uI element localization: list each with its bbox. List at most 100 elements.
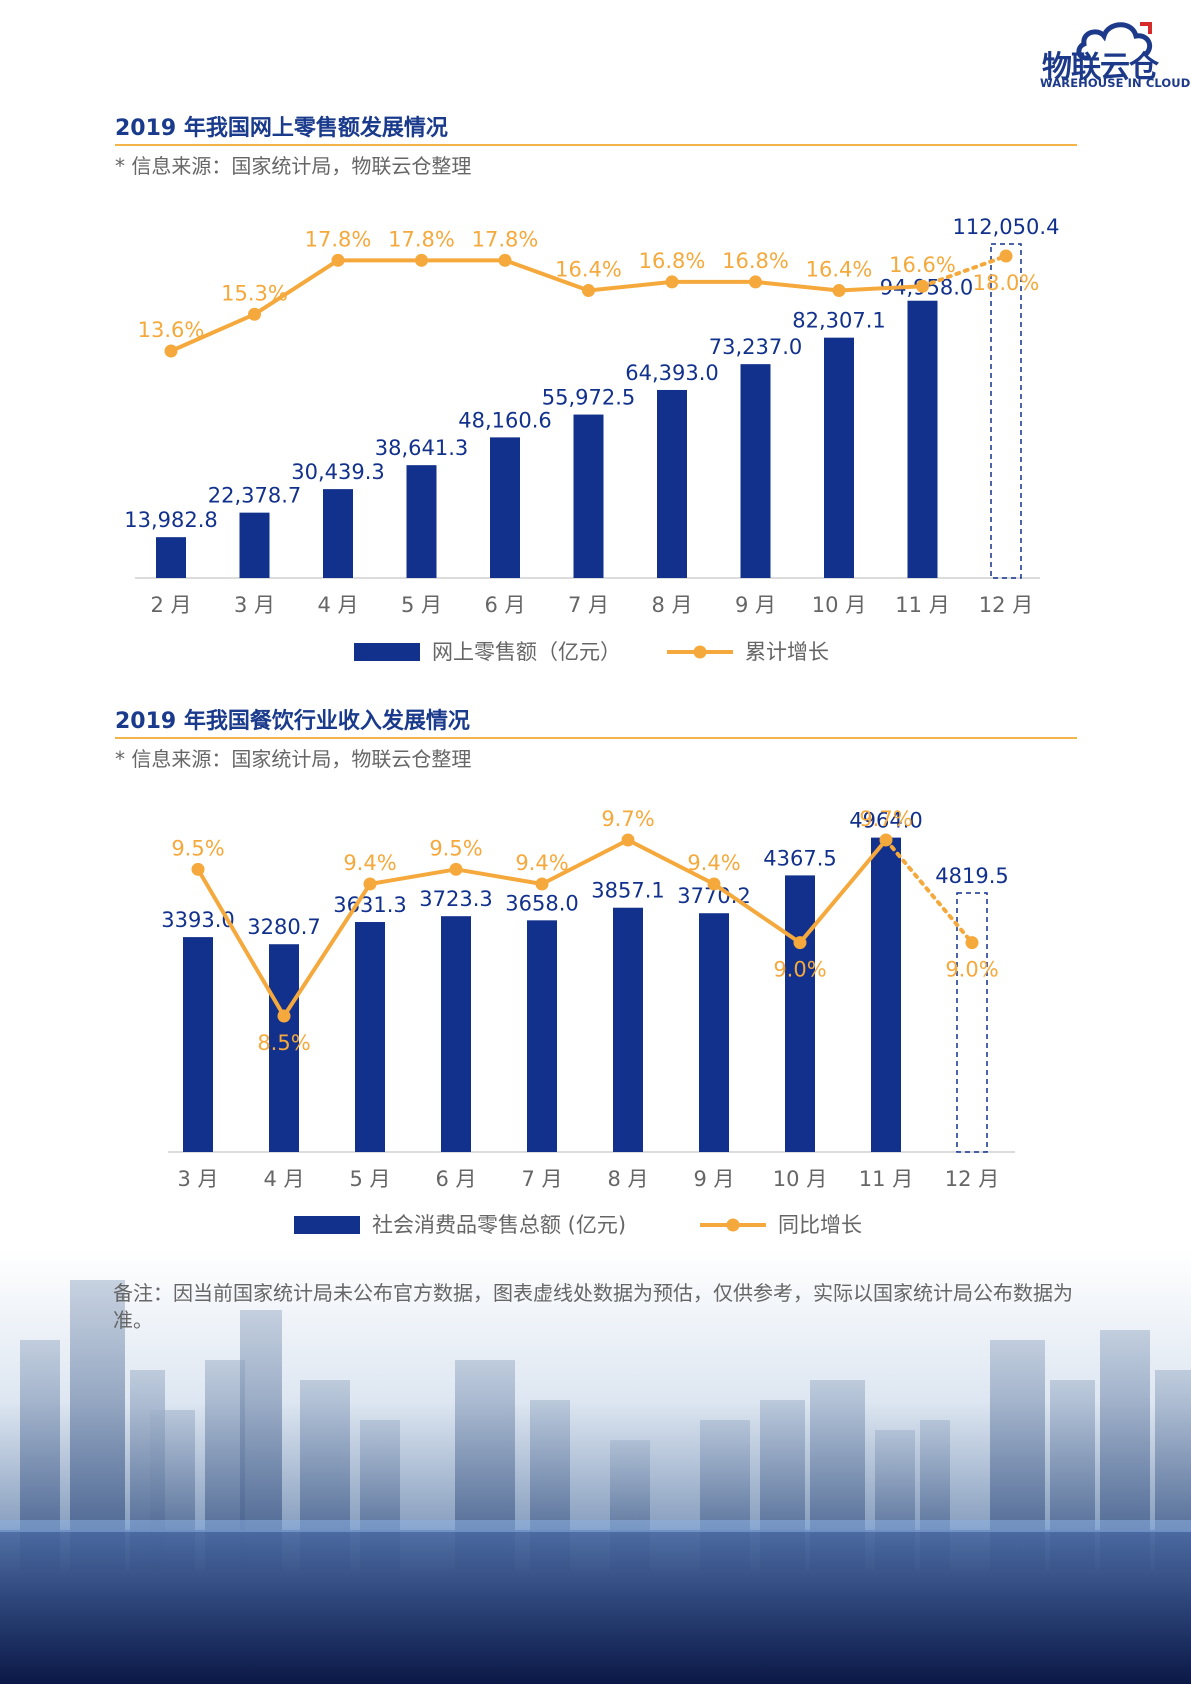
growth-value-label: 9.0%: [945, 958, 998, 982]
chart1-title-rule: [115, 144, 1077, 146]
legend-line-marker: [726, 1218, 740, 1232]
bar-value-label: 3631.3: [333, 893, 406, 917]
x-tick-label: 3 月: [177, 1167, 218, 1191]
bar: [323, 489, 353, 578]
growth-value-label: 16.6%: [889, 253, 956, 277]
x-tick-label: 10 月: [773, 1167, 827, 1191]
x-tick-label: 3 月: [234, 593, 275, 617]
growth-value-label: 17.8%: [305, 227, 372, 251]
bar: [183, 937, 213, 1152]
legend-bar-label: 网上零售额（亿元）: [432, 640, 621, 664]
bar: [657, 389, 687, 578]
x-tick-label: 8 月: [607, 1167, 648, 1191]
growth-value-label: 9.7%: [601, 807, 654, 831]
growth-value-label: 17.8%: [388, 227, 455, 251]
growth-value-label: 16.8%: [639, 249, 706, 273]
chart1-title: 2019 年我国网上零售额发展情况: [115, 116, 448, 141]
x-tick-label: 9 月: [735, 593, 776, 617]
growth-point: [363, 877, 377, 891]
growth-point: [879, 833, 893, 847]
growth-value-label: 13.6%: [138, 318, 205, 342]
growth-value-label: 16.4%: [555, 258, 622, 282]
bar-estimated: [990, 243, 1022, 579]
bar: [355, 922, 385, 1152]
growth-point: [277, 1009, 291, 1023]
growth-value-label: 16.4%: [806, 258, 873, 282]
bar: [740, 364, 771, 578]
city-skyline-background: [0, 1250, 1191, 1684]
legend-line-label: 累计增长: [745, 640, 829, 664]
chart2-title: 2019 年我国餐饮行业收入发展情况: [115, 709, 470, 734]
growth-point: [749, 275, 762, 289]
bar-value-label: 73,237.0: [709, 335, 803, 359]
bar: [785, 875, 815, 1152]
bar: [441, 916, 471, 1152]
growth-point: [535, 877, 549, 891]
bar-value-label: 38,641.3: [375, 436, 469, 460]
legend-bar-swatch: [354, 643, 420, 661]
x-tick-label: 4 月: [263, 1167, 304, 1191]
growth-value-label: 17.8%: [472, 227, 539, 251]
growth-point: [191, 862, 205, 876]
growth-value-label: 9.4%: [343, 851, 396, 875]
bar-value-label: 3658.0: [505, 891, 578, 915]
bar-value-label: 4367.5: [763, 846, 836, 870]
bar-value-label: 55,972.5: [542, 386, 636, 410]
growth-value-label: 9.4%: [687, 851, 740, 875]
growth-point: [164, 344, 178, 358]
x-tick-label: 9 月: [693, 1167, 734, 1191]
growth-point: [832, 284, 846, 298]
growth-value-label: 9.5%: [171, 836, 224, 860]
bar: [907, 300, 938, 578]
growth-value-label: 9.4%: [515, 851, 568, 875]
growth-point: [331, 253, 345, 267]
bar: [156, 537, 186, 578]
bar-value-label: 30,439.3: [291, 460, 385, 484]
growth-value-label: 16.8%: [722, 249, 789, 273]
x-tick-label: 12 月: [945, 1167, 999, 1191]
x-tick-label: 7 月: [521, 1167, 562, 1191]
bar-value-label: 82,307.1: [792, 309, 886, 333]
legend-bar-swatch: [294, 1216, 360, 1234]
x-tick-label: 10 月: [812, 593, 866, 617]
growth-line-estimated: [884, 838, 974, 945]
chart1-online-retail: 13,982.8 2 月 22,378.7 3 月 30,439.3 4 月 38,641.…: [124, 215, 1059, 664]
growth-value-label: 8.5%: [257, 1031, 310, 1055]
bar-value-label: 3723.3: [419, 887, 492, 911]
growth-point: [707, 877, 721, 891]
growth-value-label: 18.0%: [973, 271, 1040, 295]
growth-line-estimated: [920, 254, 1008, 289]
growth-point: [582, 284, 595, 298]
x-tick-label: 5 月: [401, 593, 442, 617]
x-tick-label: 5 月: [349, 1167, 390, 1191]
logo-name-cn: 物联云仓: [1042, 50, 1159, 85]
bar: [699, 913, 729, 1152]
growth-point: [449, 862, 463, 876]
growth-point: [999, 249, 1013, 263]
x-tick-label: 11 月: [895, 593, 949, 617]
growth-line: [170, 258, 923, 353]
bar-value-label: 64,393.0: [625, 361, 719, 385]
bar-value-label: 13,982.8: [124, 508, 218, 532]
x-tick-label: 6 月: [484, 593, 525, 617]
x-tick-label: 12 月: [979, 593, 1033, 617]
growth-point: [665, 275, 679, 289]
growth-value-label: 9.7%: [859, 807, 912, 831]
growth-point: [498, 253, 512, 267]
legend-line-label: 同比增长: [778, 1213, 862, 1237]
bar: [406, 465, 437, 578]
x-tick-label: 11 月: [859, 1167, 913, 1191]
growth-value-label: 15.3%: [221, 281, 288, 305]
bar-value-label: 22,378.7: [208, 484, 302, 508]
chart1-source: * 信息来源：国家统计局，物联云仓整理: [115, 154, 472, 178]
growth-point: [793, 936, 807, 950]
chart2-title-rule: [115, 737, 1077, 739]
footnote: 备注：因当前国家统计局未公布官方数据，图表虚线处数据为预估，仅供参考，实际以国家…: [113, 1281, 1073, 1332]
growth-point: [248, 307, 261, 321]
growth-value-label: 9.5%: [429, 836, 482, 860]
bar-value-label: 3857.1: [591, 879, 664, 903]
legend-line-marker: [693, 645, 707, 659]
cloud-icon: [1076, 22, 1153, 60]
x-tick-label: 7 月: [568, 593, 609, 617]
